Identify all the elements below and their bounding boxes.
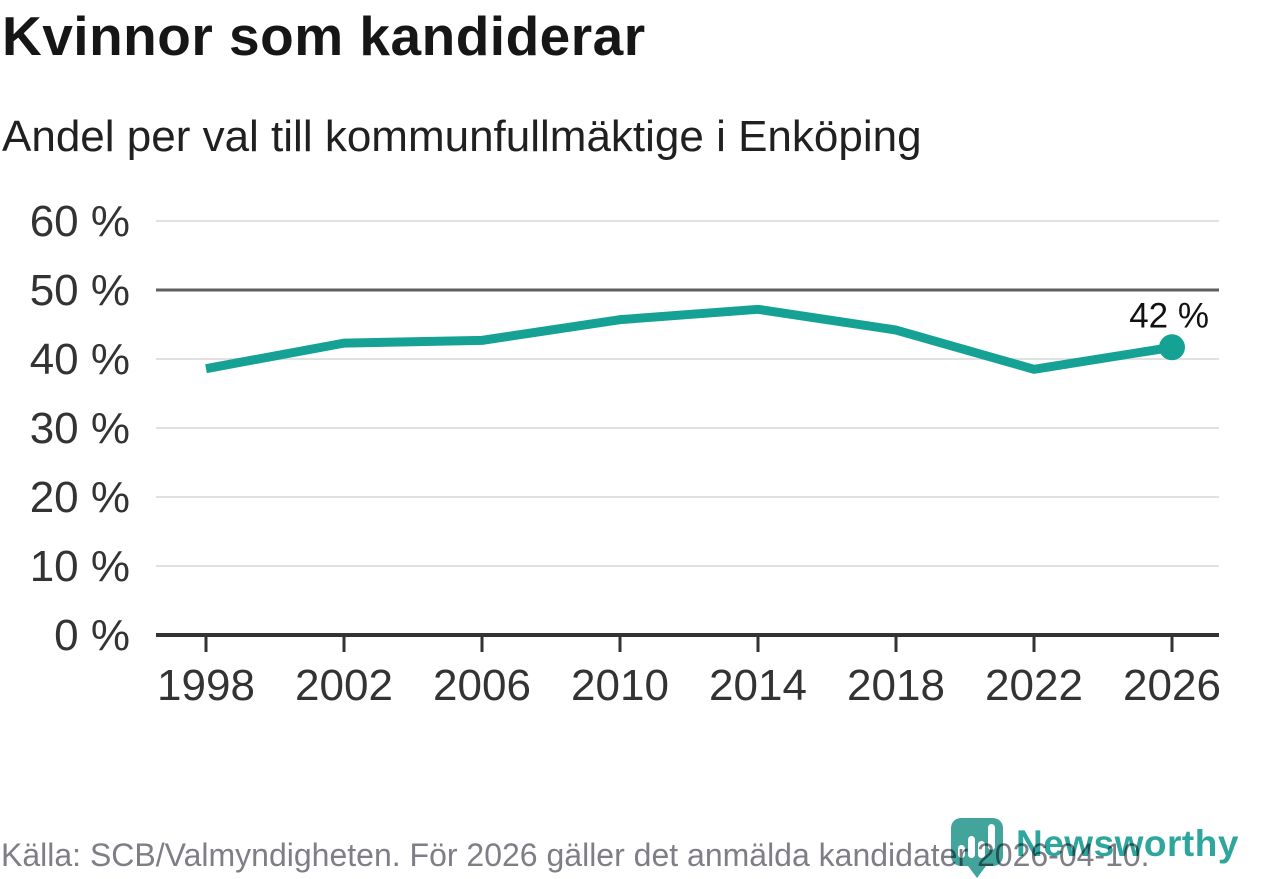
bar-4 xyxy=(988,824,995,850)
end-point-dot xyxy=(1159,334,1185,361)
y-tick-label: 10 % xyxy=(30,542,130,591)
y-tick-label: 40 % xyxy=(30,335,130,384)
y-tick-label: 0 % xyxy=(54,611,130,660)
x-tick-label: 2002 xyxy=(295,661,393,710)
x-tick-label: 2006 xyxy=(433,661,531,710)
y-tick-label: 60 % xyxy=(30,197,130,246)
y-tick-label: 20 % xyxy=(30,473,130,522)
chart-subtitle: Andel per val till kommunfullmäktige i E… xyxy=(2,112,922,161)
bar-chart-pin-icon xyxy=(951,818,1003,878)
x-tick-label: 2010 xyxy=(571,661,669,710)
newsworthy-logo: Newsworthy xyxy=(947,816,1262,879)
source-note: Källa: SCB/Valmyndigheten. För 2026 gäll… xyxy=(1,837,1150,873)
y-tick-label: 30 % xyxy=(30,404,130,453)
bar-1 xyxy=(958,845,965,858)
x-tick-label: 2014 xyxy=(709,661,807,710)
bar-2 xyxy=(968,836,975,858)
x-tick-label: 2018 xyxy=(847,661,945,710)
x-tick-label: 1998 xyxy=(157,661,255,710)
y-tick-label: 50 % xyxy=(30,266,130,315)
newsworthy-wordmark: Newsworthy xyxy=(1016,823,1239,864)
x-tick-label: 2022 xyxy=(985,661,1083,710)
end-point-label: 42 % xyxy=(1129,296,1209,335)
bar-3 xyxy=(978,841,985,858)
trend-line xyxy=(205,304,1173,374)
x-tick-label: 2026 xyxy=(1123,661,1221,710)
page-title: Kvinnor som kandiderar xyxy=(2,5,646,67)
